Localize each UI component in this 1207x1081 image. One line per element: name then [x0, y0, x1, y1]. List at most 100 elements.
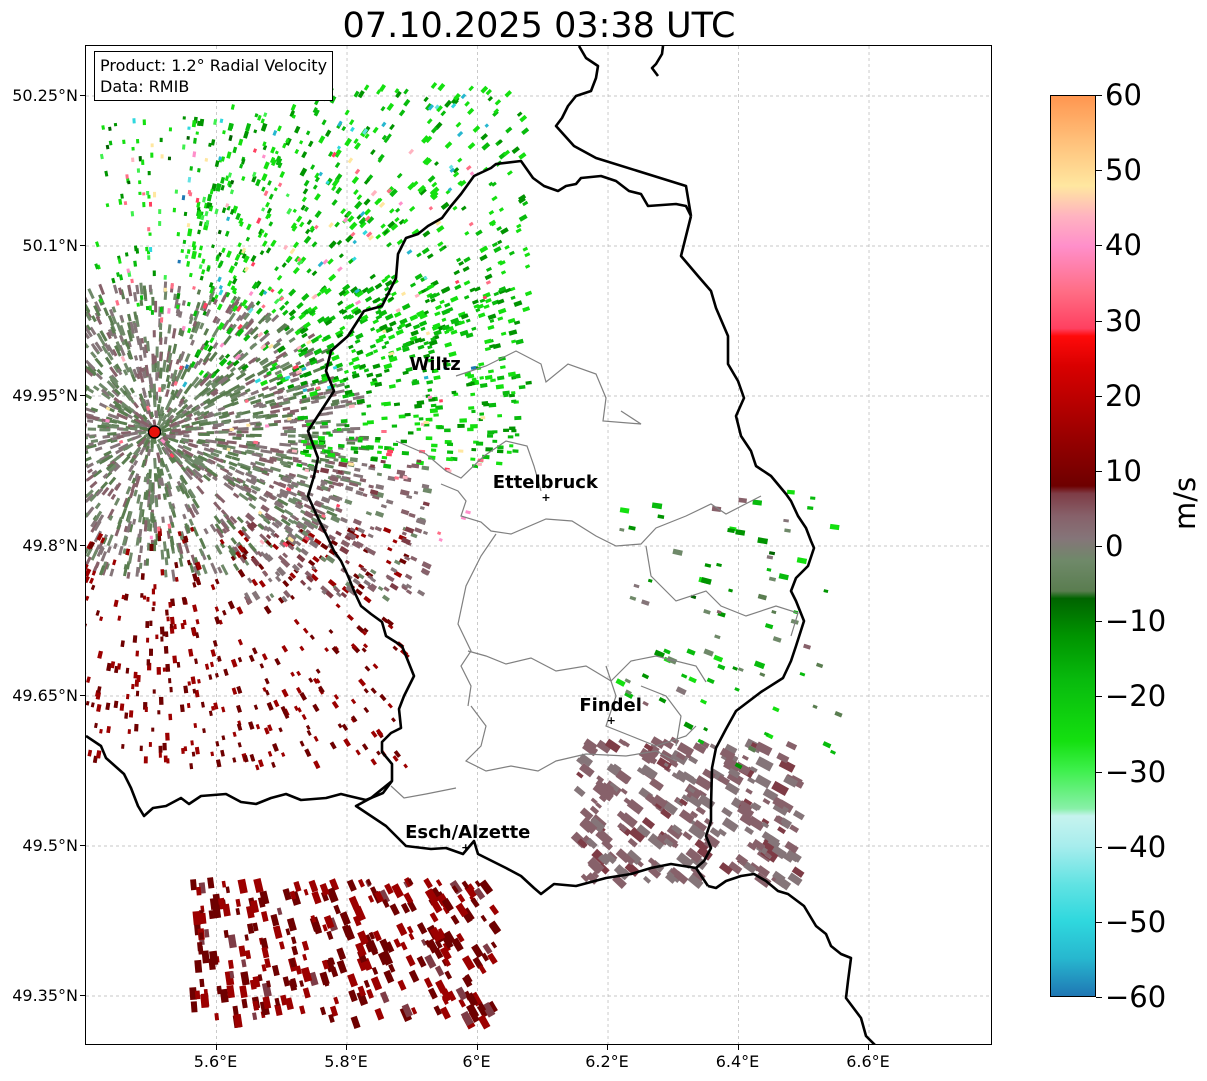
velocity-echo [260, 379, 269, 387]
velocity-echo [152, 191, 157, 198]
velocity-echo [205, 458, 214, 465]
velocity-echo [150, 152, 154, 158]
velocity-echo [108, 126, 112, 131]
velocity-echo [516, 223, 522, 229]
velocity-echo [441, 324, 451, 331]
velocity-echo [167, 156, 172, 161]
velocity-echo [289, 594, 295, 600]
velocity-echo [122, 384, 132, 396]
velocity-echo [428, 987, 438, 1000]
velocity-echo [122, 139, 126, 145]
velocity-echo [736, 804, 755, 820]
velocity-echo [660, 808, 672, 820]
place-label: Findel [579, 695, 642, 716]
velocity-echo [380, 223, 386, 229]
velocity-echo [441, 317, 447, 322]
velocity-echo [337, 120, 343, 127]
velocity-echo [239, 163, 244, 169]
velocity-echo [172, 207, 177, 213]
velocity-echo [337, 470, 343, 474]
velocity-echo [467, 142, 476, 150]
velocity-echo [148, 742, 152, 747]
velocity-echo [402, 341, 412, 348]
velocity-echo [326, 930, 334, 940]
velocity-echo [321, 589, 327, 595]
velocity-echo [277, 498, 284, 504]
velocity-echo [250, 254, 257, 263]
velocity-echo [216, 463, 225, 470]
velocity-echo [482, 943, 493, 955]
velocity-echo [390, 291, 397, 297]
velocity-echo [225, 203, 230, 208]
velocity-echo [510, 295, 516, 300]
velocity-echo [320, 542, 329, 551]
velocity-echo [208, 282, 214, 288]
velocity-echo [251, 171, 257, 178]
velocity-echo [279, 361, 291, 369]
velocity-echo [495, 461, 503, 466]
velocity-echo [148, 469, 152, 479]
velocity-echo [403, 553, 410, 559]
velocity-echo [336, 332, 344, 339]
velocity-echo [138, 510, 143, 523]
velocity-echo [213, 456, 224, 464]
velocity-echo [261, 964, 267, 972]
velocity-echo [299, 140, 304, 145]
velocity-echo [439, 299, 445, 305]
velocity-echo [367, 584, 376, 593]
velocity-echo [381, 121, 387, 128]
velocity-echo [234, 353, 241, 361]
velocity-echo [288, 484, 295, 490]
velocity-echo [361, 286, 370, 294]
velocity-echo [195, 197, 200, 203]
velocity-echo [349, 479, 362, 486]
velocity-echo [265, 595, 272, 603]
velocity-echo [218, 289, 224, 296]
velocity-echo [140, 593, 144, 598]
velocity-echo [233, 349, 243, 359]
velocity-echo [108, 375, 119, 386]
velocity-colorbar [1050, 95, 1096, 997]
velocity-echo [157, 419, 168, 431]
velocity-echo [209, 661, 215, 668]
velocity-echo [420, 422, 425, 426]
velocity-echo [320, 891, 329, 902]
velocity-echo [250, 261, 256, 267]
velocity-echo [178, 484, 186, 495]
velocity-echo [160, 636, 164, 642]
velocity-echo [314, 176, 320, 183]
velocity-echo [274, 266, 280, 272]
velocity-echo [693, 819, 708, 833]
velocity-echo [459, 418, 467, 423]
velocity-echo [250, 461, 257, 467]
velocity-echo [642, 700, 649, 707]
velocity-echo [106, 725, 111, 734]
velocity-echo [129, 328, 135, 339]
velocity-echo [329, 957, 336, 966]
velocity-echo [198, 386, 209, 397]
velocity-echo [126, 451, 133, 458]
velocity-echo [229, 427, 234, 432]
velocity-echo [511, 399, 517, 403]
velocity-echo [140, 399, 148, 409]
velocity-echo [233, 261, 239, 267]
velocity-echo [176, 232, 181, 237]
velocity-echo [604, 738, 621, 753]
velocity-echo [359, 221, 367, 229]
velocity-echo [312, 677, 319, 685]
velocity-echo [327, 452, 336, 458]
velocity-echo [248, 290, 254, 297]
velocity-echo [230, 299, 235, 304]
velocity-echo [331, 354, 340, 362]
velocity-echo [348, 404, 355, 409]
velocity-echo [158, 209, 162, 214]
velocity-echo [213, 118, 218, 126]
velocity-echo [274, 1003, 283, 1017]
velocity-echo [236, 433, 242, 437]
velocity-echo [475, 441, 484, 446]
velocity-echo [196, 410, 205, 417]
velocity-echo [364, 133, 370, 139]
velocity-echo [460, 205, 467, 211]
velocity-echo [260, 122, 268, 132]
velocity-echo [350, 446, 359, 451]
